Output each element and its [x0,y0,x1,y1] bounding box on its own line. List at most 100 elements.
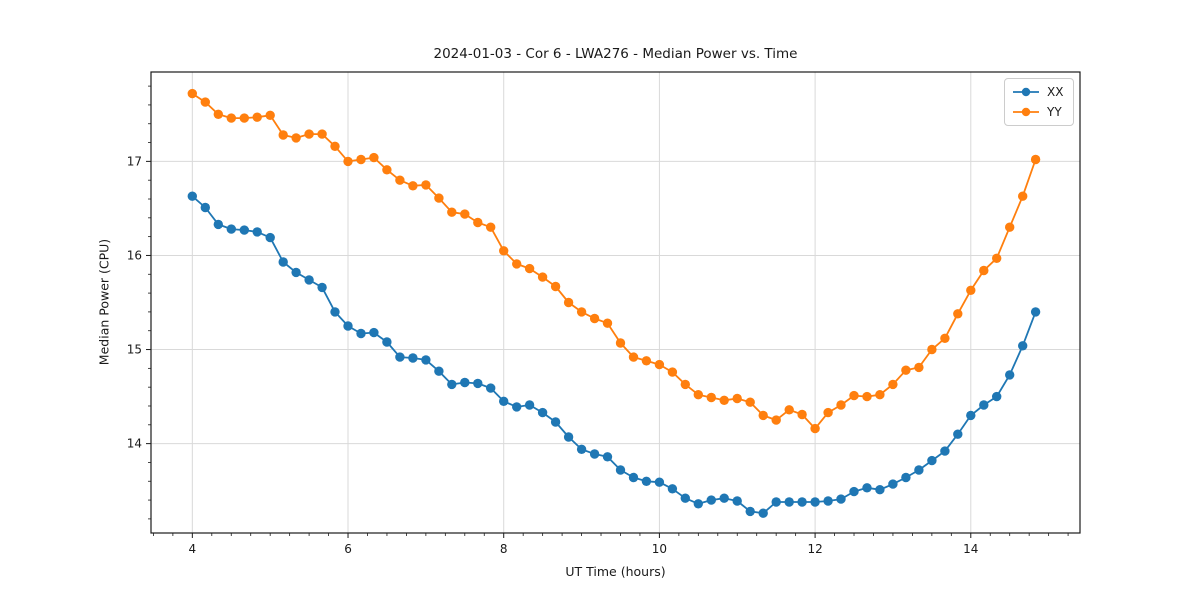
data-point-yy [641,356,652,366]
data-point-yy [563,297,574,308]
data-point-yy [369,152,379,163]
data-point-xx [602,452,613,462]
data-point-yy [278,130,288,140]
data-point-xx [719,493,729,503]
data-point-yy [849,390,859,401]
data-point-xx [187,191,197,201]
data-point-xx [213,219,223,230]
legend-swatch-yy-icon [1013,107,1039,117]
data-point-xx [693,499,703,509]
series-line-xx [191,195,1037,515]
legend-swatch-xx-icon [1013,87,1039,97]
data-point-xx [434,366,444,376]
data-point-xx [797,497,807,507]
data-point-xx [771,497,781,507]
data-point-yy [862,391,872,402]
data-point-yy [200,97,210,107]
data-point-yy [1030,154,1041,165]
data-point-xx [200,202,210,213]
data-point-xx [732,496,742,506]
data-point-xx [550,417,561,427]
data-point-yy [771,415,781,425]
data-point-xx [330,307,340,317]
data-point-xx [745,506,755,517]
data-point-xx [278,257,288,267]
data-point-yy [758,410,768,421]
legend-item-yy: YY [1012,104,1065,120]
data-point-xx [992,391,1002,402]
x-axis-label: UT Time (hours) [565,564,666,579]
x-tick-label: 8 [500,542,508,556]
data-point-yy [356,154,366,165]
data-point-xx [408,353,418,363]
data-point-xx [304,275,314,285]
data-point-yy [1005,222,1015,232]
data-point-yy [914,362,924,373]
data-point-yy [252,112,262,122]
data-point-yy [953,309,963,319]
legend-item-xx: XX [1012,84,1065,100]
data-point-yy [524,263,535,274]
data-point-yy [875,390,885,400]
data-point-yy [784,405,794,415]
data-point-yy [576,307,587,317]
data-point-yy [434,193,444,203]
data-point-yy [330,141,340,151]
data-point-xx [784,497,794,507]
data-point-xx [901,472,911,483]
data-point-xx [369,327,379,338]
data-point-yy [499,246,509,256]
data-point-xx [940,446,950,456]
data-point-xx [953,429,963,439]
y-axis-label: Median Power (CPU) [96,238,112,366]
data-point-yy [992,253,1002,263]
data-point-yy [589,313,600,324]
data-point-xx [654,477,665,487]
x-tick-label: 4 [189,542,197,556]
data-point-yy [421,180,431,190]
data-point-yy [213,109,223,120]
data-point-yy [265,110,275,121]
data-point-xx [888,479,898,489]
data-point-xx [914,465,924,475]
data-point-yy [979,265,989,276]
data-point-xx [265,232,275,243]
data-point-xx [291,267,301,278]
data-point-xx [1030,307,1041,317]
data-point-yy [304,129,314,139]
data-point-yy [1018,191,1028,201]
data-point-xx [849,486,859,497]
data-point-yy [836,400,846,410]
data-point-yy [888,379,898,390]
data-point-xx [473,378,483,389]
data-point-xx [447,379,457,390]
data-point-yy [537,272,548,282]
data-point-yy [602,318,613,328]
data-point-xx [395,352,405,362]
data-point-yy [408,181,418,191]
data-point-xx [563,432,574,442]
data-point-xx [628,472,639,483]
data-point-xx [680,493,690,503]
data-point-xx [641,476,652,486]
data-point-yy [654,359,665,370]
y-tick-label: 14 [127,437,142,451]
data-point-xx [537,407,548,418]
data-point-yy [719,395,729,405]
y-tick-label: 17 [127,154,142,168]
data-point-xx [823,496,833,506]
data-point-yy [226,113,236,123]
data-point-yy [966,285,976,295]
data-point-xx [226,224,236,234]
data-point-xx [1018,341,1028,351]
data-point-xx [343,321,353,331]
data-point-yy [486,222,496,232]
series-line-yy [191,92,1037,430]
data-point-yy [901,365,911,375]
data-point-yy [395,175,405,185]
data-point-xx [460,377,470,388]
data-point-yy [460,209,470,219]
data-point-xx [499,396,509,406]
data-point-xx [524,400,535,410]
